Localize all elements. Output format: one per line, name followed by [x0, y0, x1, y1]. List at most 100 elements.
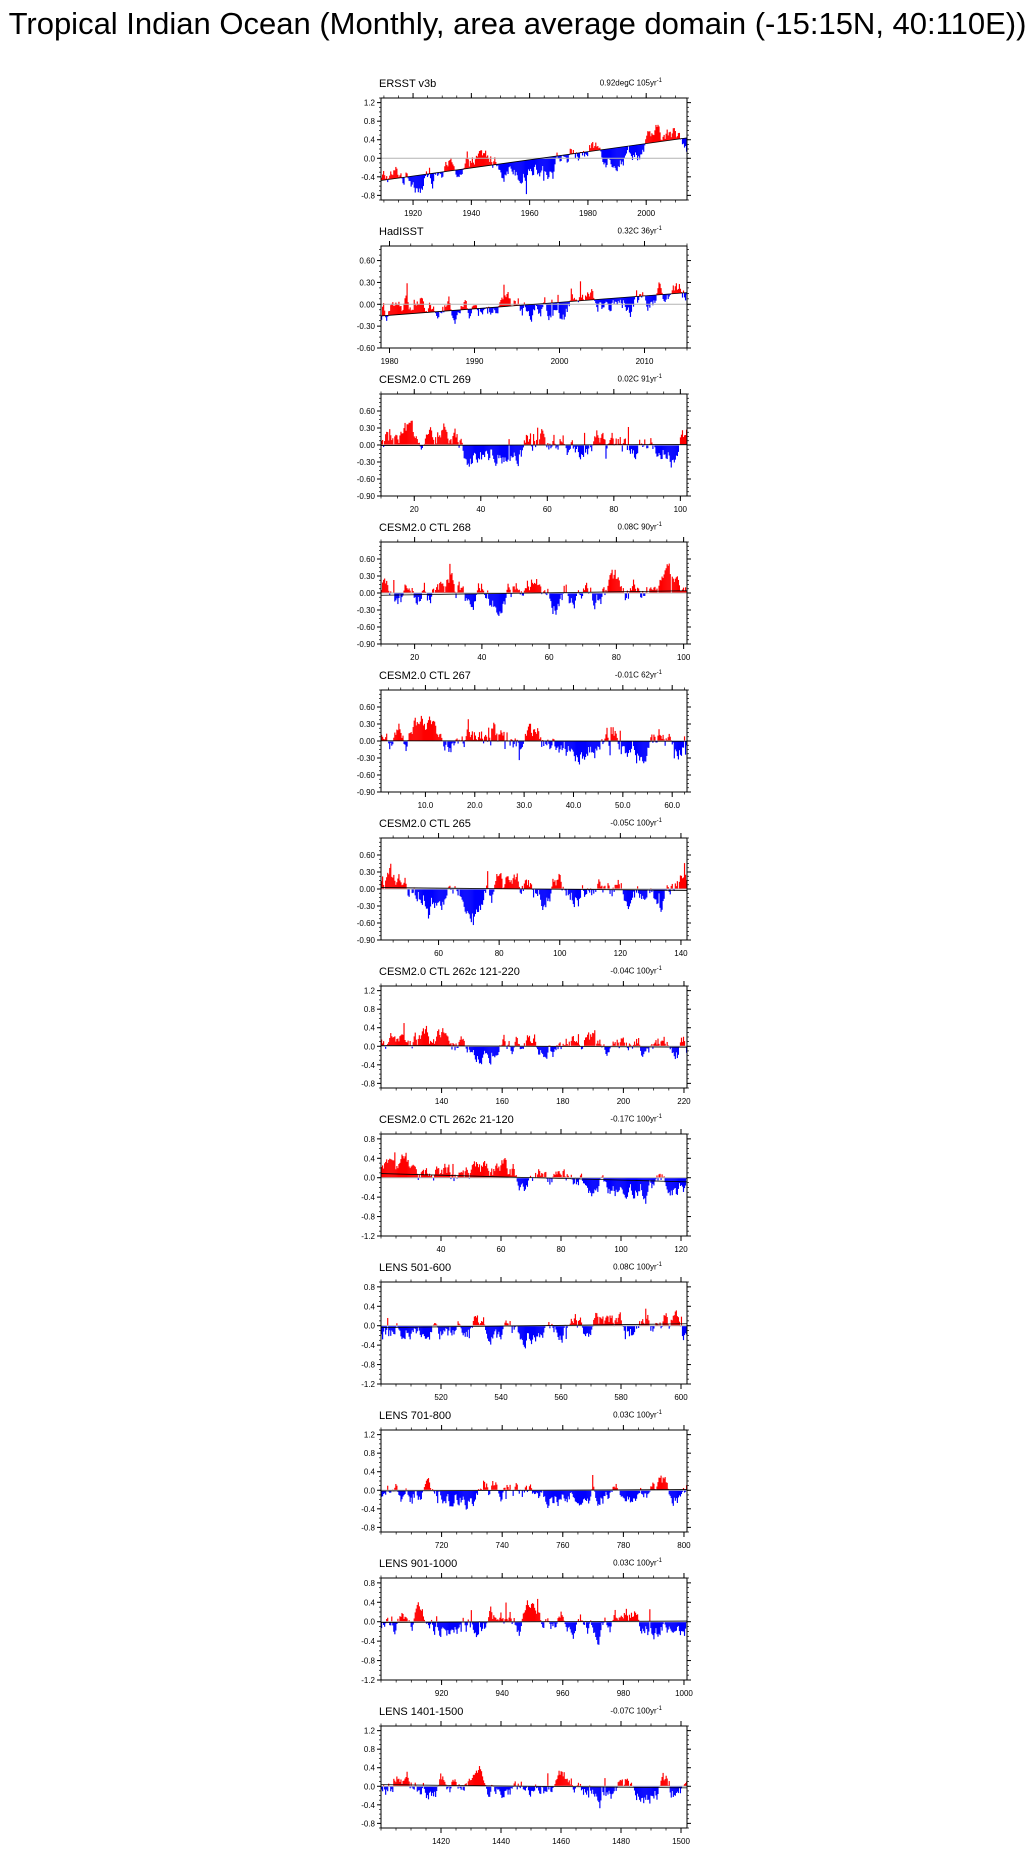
data-bar: [534, 441, 536, 445]
data-bar: [503, 1034, 505, 1047]
data-bar: [546, 741, 548, 746]
data-bar: [589, 1325, 591, 1334]
data-bar: [561, 302, 563, 320]
data-bar: [564, 1490, 566, 1502]
data-bar: [634, 741, 637, 756]
data-bar: [561, 1615, 563, 1622]
data-bar: [552, 441, 554, 445]
data-bar: [623, 741, 625, 747]
data-bar: [490, 156, 492, 166]
data-bar: [408, 1490, 410, 1497]
data-bar: [496, 445, 498, 464]
data-bar: [396, 882, 398, 889]
data-bar: [386, 580, 388, 593]
data-bar: [424, 889, 427, 907]
data-bar: [532, 1325, 535, 1336]
data-bar: [644, 1046, 646, 1052]
data-bar: [520, 160, 522, 184]
data-bar: [506, 1618, 508, 1622]
data-bar: [535, 1784, 537, 1787]
data-bar: [480, 445, 483, 460]
data-bar: [390, 1033, 392, 1047]
data-bar: [485, 1046, 487, 1054]
data-bar: [417, 1602, 419, 1622]
data-bar: [518, 1325, 520, 1334]
data-bar: [597, 1490, 599, 1506]
data-bar: [682, 741, 685, 748]
data-bar: [515, 1621, 517, 1626]
trend-text: 0.08C 90yr: [617, 522, 657, 532]
data-bar: [661, 1325, 663, 1327]
data-bar: [452, 310, 454, 319]
data-bar: [498, 593, 500, 616]
data-bar: [568, 1621, 570, 1627]
data-bar: [679, 288, 682, 294]
data-bar: [534, 582, 536, 593]
data-bar: [433, 306, 435, 312]
data-bar: [473, 889, 475, 917]
data-bar: [400, 732, 402, 741]
data-bar: [542, 1786, 544, 1788]
data-bar: [593, 441, 595, 445]
data-bar: [398, 874, 400, 889]
data-bar: [532, 1786, 535, 1792]
y-tick-label: 0.0: [364, 1618, 376, 1627]
data-bar: [594, 1030, 596, 1047]
data-bar: [477, 737, 480, 741]
data-bar: [549, 1621, 551, 1624]
data-bar: [505, 163, 507, 176]
data-bar: [510, 1786, 512, 1789]
data-bar: [573, 593, 575, 609]
y-tick-label: -0.30: [357, 902, 376, 911]
data-bar: [484, 1621, 486, 1629]
data-bar: [523, 590, 525, 593]
data-bar: [389, 1158, 391, 1178]
data-bar: [593, 1177, 595, 1194]
data-bar: [474, 593, 477, 602]
data-bar: [404, 298, 406, 315]
data-bar: [422, 1782, 424, 1787]
data-bar: [551, 445, 553, 447]
data-bar: [473, 305, 475, 309]
data-bar: [440, 1037, 442, 1047]
data-bar: [417, 1177, 419, 1180]
data-bar: [582, 741, 585, 757]
data-bar: [681, 878, 684, 889]
data-bar: [398, 301, 400, 315]
data-bar: [658, 585, 660, 593]
data-bar: [561, 1325, 563, 1343]
data-bar: [428, 593, 431, 600]
data-bar: [683, 1177, 686, 1189]
data-bar: [437, 311, 439, 319]
data-bar: [474, 305, 477, 309]
data-bar: [498, 1325, 500, 1332]
data-bar: [425, 1480, 428, 1491]
data-bar: [643, 741, 645, 764]
data-bar: [580, 1620, 583, 1622]
data-bar: [548, 1490, 550, 1506]
data-bar: [450, 1325, 452, 1333]
data-bar: [595, 593, 597, 603]
data-bar: [684, 1621, 687, 1629]
data-bar: [451, 1046, 453, 1050]
data-bar: [544, 437, 546, 445]
data-bar: [591, 289, 593, 300]
data-bar: [415, 725, 417, 741]
data-bar: [489, 161, 491, 166]
data-bar: [547, 157, 549, 179]
data-bar: [672, 1621, 674, 1633]
data-bar: [536, 733, 538, 741]
data-bar: [390, 741, 392, 743]
data-bar: [571, 741, 573, 750]
data-bar: [439, 734, 441, 741]
x-tick-label: 540: [494, 1393, 508, 1402]
data-bar: [476, 1046, 479, 1056]
data-bar: [504, 593, 506, 605]
data-bar: [582, 1490, 585, 1500]
data-bar: [525, 304, 528, 312]
data-bar: [416, 1786, 418, 1792]
data-bar: [501, 1490, 503, 1500]
trend-text: 0.02C 91yr: [617, 374, 657, 384]
data-bar: [548, 889, 550, 899]
data-bar: [467, 889, 469, 913]
